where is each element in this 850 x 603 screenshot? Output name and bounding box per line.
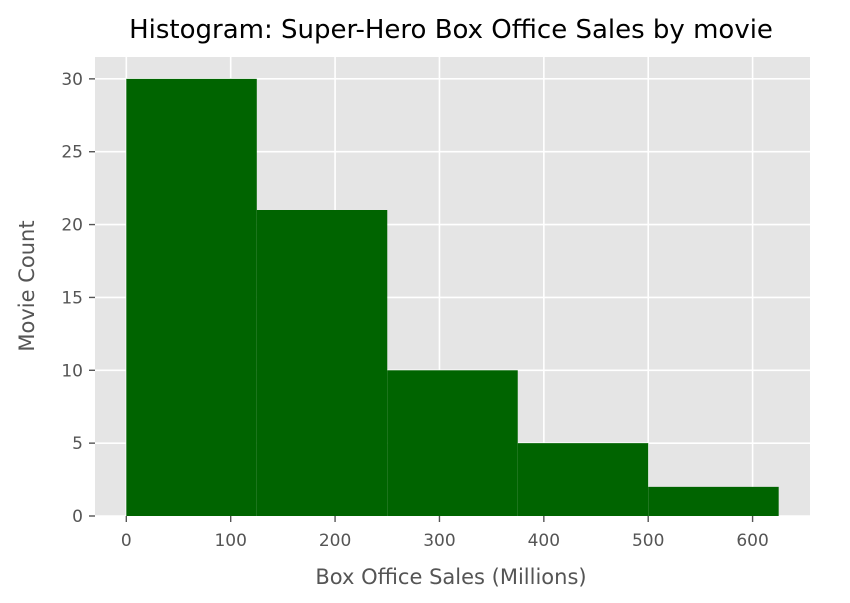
y-tick-label: 5: [72, 434, 83, 454]
histogram-bar: [648, 486, 779, 516]
histogram-bar: [387, 370, 518, 516]
x-tick-label: 400: [528, 531, 560, 551]
histogram-bar: [126, 78, 257, 516]
x-tick-label: 600: [736, 531, 768, 551]
y-tick-label: 20: [61, 216, 83, 236]
x-tick-label: 300: [423, 531, 455, 551]
x-tick-label: 100: [214, 531, 246, 551]
chart-title: Histogram: Super-Hero Box Office Sales b…: [129, 15, 773, 45]
histogram-bar: [256, 210, 388, 516]
y-tick-label: 30: [61, 70, 83, 90]
x-tick-label: 500: [632, 531, 664, 551]
x-axis-ticks: 0 100 200 300 400 500 600: [121, 516, 769, 551]
y-tick-label: 15: [61, 288, 83, 308]
y-tick-label: 25: [61, 143, 83, 163]
x-tick-label: 0: [121, 531, 132, 551]
y-axis-ticks: 0 5 10 15 20 25 30: [61, 70, 95, 527]
y-axis-label: Movie Count: [15, 220, 39, 351]
x-tick-label: 200: [319, 531, 351, 551]
histogram-bars: [126, 78, 779, 516]
y-tick-label: 0: [72, 507, 83, 527]
histogram-bar: [517, 443, 649, 516]
x-axis-label: Box Office Sales (Millions): [315, 565, 586, 589]
y-tick-label: 10: [61, 361, 83, 381]
